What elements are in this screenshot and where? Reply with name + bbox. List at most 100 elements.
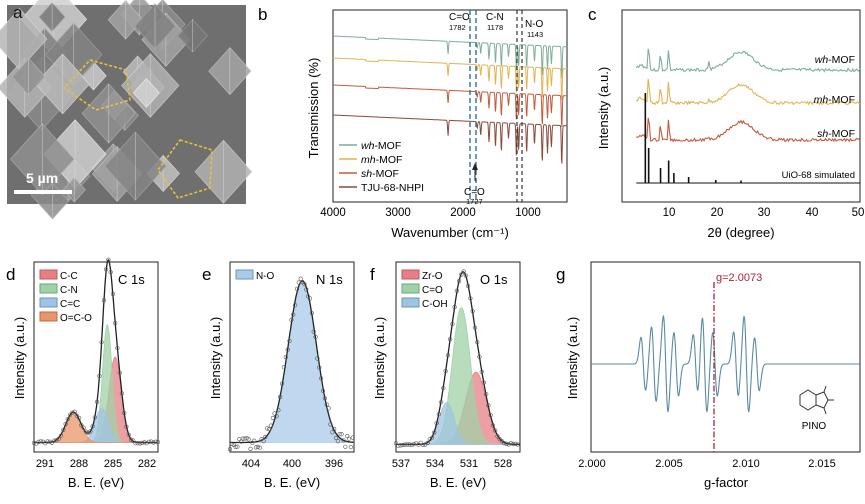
xps-data-point [146, 439, 152, 444]
legend-swatch-cn [39, 283, 58, 294]
xps-data-point [445, 353, 451, 358]
xps-o-xtick-534: 534 [426, 458, 444, 470]
xps-n-xtick-404: 404 [242, 458, 260, 470]
ftir-curve-sh [333, 84, 567, 127]
xps-data-point [421, 442, 426, 448]
xps-data-point [405, 442, 410, 447]
xps-data-point [459, 272, 464, 277]
panel-label-f: f [370, 265, 375, 284]
xps-data-point [263, 434, 268, 440]
xps-data-point [302, 282, 307, 287]
xps-data-point [461, 269, 466, 274]
ftir-xlabel: Wavenumber (cm⁻¹) [391, 225, 509, 240]
xps-data-point [289, 317, 294, 323]
xps-data-point [322, 396, 328, 401]
xps-data-point [293, 303, 298, 308]
xps-data-point [276, 408, 281, 413]
xps-data-point [38, 439, 43, 444]
xrd-xlabel: 2θ (degree) [707, 225, 774, 240]
xps-data-point [398, 443, 403, 448]
pino-benzene-ring [799, 389, 817, 411]
xps-data-point [233, 444, 238, 450]
xps-n-peaks [227, 276, 355, 452]
xps-data-point [83, 429, 88, 434]
xps-data-point [149, 439, 154, 444]
ftir-axes [332, 9, 568, 203]
xps-data-point [246, 437, 251, 442]
xps-data-point [454, 288, 460, 294]
xps-data-point [144, 441, 149, 446]
xps-data-point [128, 437, 133, 442]
epr-xtick-2010: 2.010 [732, 458, 760, 470]
xps-data-point [434, 421, 439, 426]
xps-o-xtick-537: 537 [392, 458, 410, 470]
xrd-label-sh: sh-MOF [817, 128, 855, 140]
xps-data-point [49, 440, 55, 445]
xps-data-point [155, 440, 161, 445]
ftir-curve-mh [333, 57, 567, 100]
xps-data-point [294, 286, 300, 292]
xps-data-point [486, 403, 491, 408]
xps-data-point [326, 406, 331, 411]
xps-data-point [311, 329, 316, 334]
xps-o-xtick-528: 528 [494, 458, 512, 470]
xps-data-point [346, 436, 352, 441]
xrd-xtick-50: 50 [852, 207, 865, 219]
legend-label-cn: C-N [60, 285, 78, 296]
xrd-label-sim: UiO-68 simulated [782, 170, 855, 181]
pino-imide-ring [815, 391, 829, 409]
annot-co-1782-value: 1782 [449, 23, 466, 32]
xps-n-axes [229, 261, 355, 453]
panel-label-d: d [6, 265, 15, 284]
legend-swatch-oco [39, 311, 58, 322]
xps-data-point [393, 441, 399, 446]
xps-data-point [133, 441, 138, 446]
xps-data-point [472, 325, 478, 330]
xps-data-point [488, 413, 493, 418]
annot-cn-1178: C-N [486, 12, 504, 23]
pino-label: PINO [802, 421, 827, 432]
xps-data-point [142, 440, 147, 445]
xrd-curve-wh [635, 48, 861, 73]
xps-data-point [52, 438, 57, 443]
xps-c-xtick-291: 291 [36, 458, 54, 470]
xps-data-point [36, 439, 41, 445]
xps-data-point [267, 427, 272, 432]
pino-structure [799, 385, 834, 415]
ftir-xtick-1000: 1000 [515, 207, 541, 219]
xps-data-point [280, 381, 285, 386]
xps-data-point [47, 439, 52, 444]
xps-data-point [248, 446, 253, 452]
xps-data-point [320, 388, 326, 393]
xps-c-legend: C-C C-N C=C O=C-O [39, 269, 92, 324]
xps-data-point [227, 447, 233, 452]
xps-data-point [151, 440, 156, 445]
xps-data-point [452, 304, 457, 310]
panel-label-b: b [258, 5, 267, 24]
xps-data-point [122, 410, 127, 416]
xps-data-point [58, 433, 64, 438]
xps-n-xtick-400: 400 [283, 458, 301, 470]
xps-data-point [484, 392, 489, 397]
xps-data-point [101, 298, 106, 303]
xps-data-point [479, 369, 484, 374]
xps-data-point [317, 365, 322, 370]
xps-data-point [502, 441, 507, 446]
xps-data-point [67, 412, 73, 417]
legend-swatch-cc [39, 269, 58, 280]
xps-data-point [328, 422, 333, 427]
xps-data-point [495, 434, 500, 439]
xps-data-point [117, 370, 122, 375]
xps-data-point [304, 287, 309, 292]
xps-data-point [457, 279, 462, 284]
sem-octahedra [0, 0, 253, 220]
xps-data-point [450, 322, 455, 327]
epr-xtick-2015: 2.015 [808, 458, 836, 470]
xps-c-xtick-288: 288 [70, 458, 88, 470]
epr-curve [591, 314, 860, 413]
xps-data-point [285, 347, 290, 352]
xps-data-point [315, 356, 320, 361]
xps-c-title: C 1s [118, 272, 145, 287]
xps-data-point [400, 442, 405, 448]
xps-data-point [418, 440, 423, 445]
